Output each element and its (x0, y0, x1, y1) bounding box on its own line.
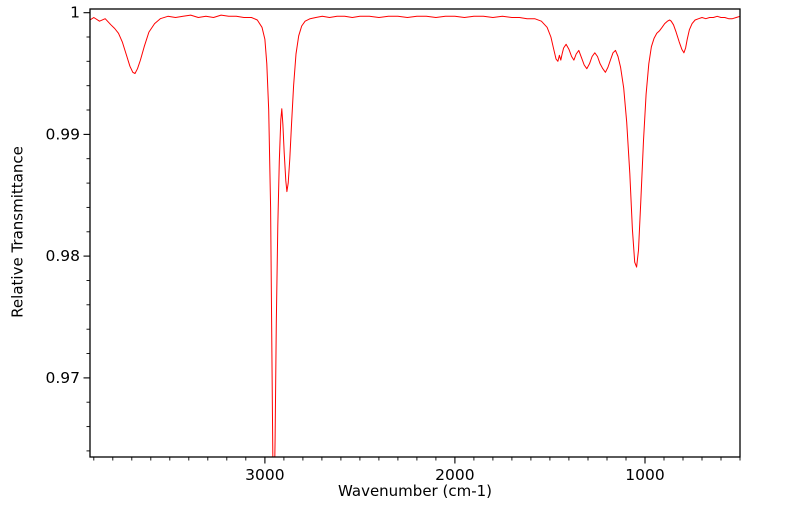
x-tick-label: 1000 (625, 466, 664, 484)
x-axis-title: Wavenumber (cm-1) (338, 482, 492, 500)
y-major-ticks: 0.97 0.98 0.99 1 (45, 4, 90, 387)
y-tick-label: 0.98 (45, 247, 80, 265)
spectrum-line (90, 14, 740, 457)
spectrum-series (90, 14, 740, 457)
x-tick-label: 3000 (245, 466, 284, 484)
x-major-ticks: 3000 2000 1000 (245, 457, 665, 484)
plot-frame (89, 8, 741, 458)
y-tick-label: 0.97 (45, 369, 80, 387)
y-axis-title: Relative Transmittance (8, 146, 27, 318)
x-tick-label: 2000 (435, 466, 474, 484)
y-tick-label: 1 (70, 4, 80, 22)
y-tick-label: 0.99 (45, 125, 80, 143)
